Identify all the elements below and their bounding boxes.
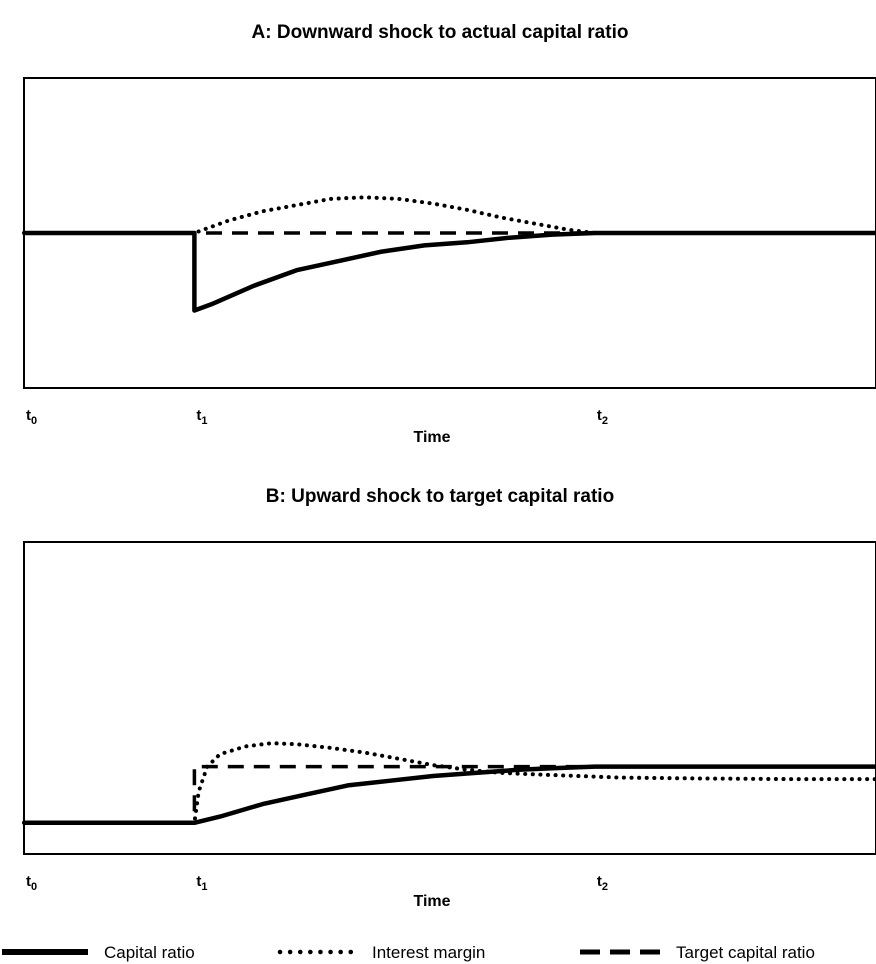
panel-b: B: Upward shock to target capital ratio … <box>22 486 876 910</box>
panel-a-series-capital-ratio <box>24 230 876 313</box>
panel-a-x-tick-t2: t2 <box>597 407 608 427</box>
panel-b-x-tick-t2: t2 <box>597 873 608 893</box>
legend-label-interest-margin: Interest margin <box>372 943 485 962</box>
panel-a-series-group <box>22 195 876 313</box>
panel-b-series-capital-ratio <box>24 764 876 826</box>
panel-b-x-tick-t1: t1 <box>196 873 207 893</box>
panel-a-x-ticks: t0 t1 t2 <box>26 407 608 427</box>
panel-b-title: B: Upward shock to target capital ratio <box>266 486 614 507</box>
panel-a: A: Downward shock to actual capital rati… <box>22 22 876 446</box>
legend: Capital ratio Interest margin Target capit… <box>2 943 815 962</box>
legend-label-target-capital-ratio: Target capital ratio <box>676 943 815 962</box>
panel-b-x-ticks: t0 t1 t2 <box>26 873 608 893</box>
panel-b-series-interest-margin <box>22 741 876 825</box>
panel-b-series-group <box>22 741 876 826</box>
panel-a-series-interest-margin <box>22 195 876 235</box>
legend-label-capital-ratio: Capital ratio <box>104 943 195 962</box>
panel-a-x-axis-label: Time <box>413 429 450 446</box>
panel-a-title: A: Downward shock to actual capital rati… <box>252 22 629 43</box>
panel-a-x-tick-t1: t1 <box>196 407 207 427</box>
panel-b-x-tick-t0: t0 <box>26 873 37 893</box>
panel-a-x-tick-t0: t0 <box>26 407 37 427</box>
panel-b-x-axis-label: Time <box>413 893 450 910</box>
panel-b-plot-frame <box>23 541 876 855</box>
